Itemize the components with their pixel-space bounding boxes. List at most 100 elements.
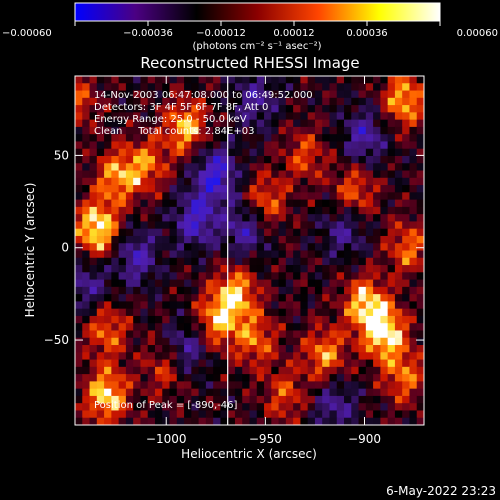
heatmap-cell	[409, 403, 418, 412]
heatmap-cell	[75, 126, 83, 135]
heatmap-cell	[147, 294, 156, 302]
heatmap-cell	[242, 301, 251, 310]
heatmap-cell	[278, 119, 287, 128]
heatmap-cell	[213, 308, 222, 317]
heatmap-cell	[198, 126, 207, 135]
heatmap-cell	[416, 105, 424, 113]
heatmap-cell	[169, 352, 178, 361]
heatmap-cell	[220, 119, 229, 128]
heatmap-cell	[234, 352, 243, 361]
heatmap-cell	[154, 214, 163, 223]
heatmap-cell	[213, 381, 222, 390]
heatmap-cell	[147, 330, 156, 339]
heatmap-cell	[373, 112, 381, 121]
heatmap-cell	[271, 272, 280, 281]
heatmap-cell	[402, 308, 411, 317]
heatmap-cell	[184, 206, 192, 215]
heatmap-cell	[336, 265, 345, 273]
heatmap-cell	[307, 286, 316, 295]
heatmap-cell	[336, 148, 345, 157]
heatmap-cell	[184, 235, 192, 244]
heatmap-cell	[176, 90, 185, 99]
peak-position-label: Position of Peak = [-890,-46]	[94, 400, 238, 411]
heatmap-cell	[271, 214, 280, 223]
heatmap-cell	[96, 206, 105, 215]
heatmap-cell	[344, 286, 352, 295]
heatmap-cell	[344, 381, 352, 390]
heatmap-cell	[162, 177, 171, 186]
heatmap-cell	[358, 192, 367, 201]
heatmap-cell	[213, 119, 222, 128]
heatmap-cell	[416, 417, 424, 425]
heatmap-cell	[176, 359, 185, 368]
heatmap-cell	[402, 214, 411, 223]
heatmap-cell	[75, 155, 83, 164]
heatmap-cell	[322, 141, 331, 150]
heatmap-cell	[314, 141, 323, 150]
heatmap-cell	[82, 155, 91, 164]
heatmap-cell	[394, 337, 403, 346]
heatmap-cell	[344, 170, 352, 179]
heatmap-cell	[154, 134, 163, 143]
heatmap-cell	[242, 395, 251, 404]
heatmap-cell	[75, 185, 83, 193]
heatmap-cell	[394, 228, 403, 237]
heatmap-cell	[307, 134, 316, 143]
heatmap-cell	[351, 235, 360, 244]
heatmap-cell	[125, 119, 134, 128]
heatmap-cell	[380, 265, 389, 273]
heatmap-cell	[256, 403, 265, 412]
heatmap-cell	[380, 315, 389, 324]
heatmap-cell	[147, 337, 156, 346]
heatmap-cell	[198, 148, 207, 157]
heatmap-cell	[380, 417, 389, 425]
heatmap-cell	[147, 76, 156, 84]
heatmap-cell	[256, 257, 265, 266]
heatmap-cell	[336, 301, 345, 310]
heatmap-cell	[314, 308, 323, 317]
heatmap-cell	[249, 410, 258, 419]
heatmap-cell	[242, 243, 251, 252]
heatmap-cell	[409, 148, 418, 157]
heatmap-cell	[169, 294, 178, 302]
heatmap-cell	[118, 119, 127, 128]
heatmap-cell	[162, 345, 171, 353]
heatmap-cell	[234, 257, 243, 266]
heatmap-cell	[234, 105, 243, 113]
heatmap-cell	[140, 221, 149, 230]
heatmap-cell	[118, 76, 127, 84]
heatmap-cell	[220, 141, 229, 150]
heatmap-cell	[387, 119, 396, 128]
heatmap-cell	[104, 192, 112, 201]
heatmap-cell	[365, 170, 374, 179]
heatmap-cell	[154, 294, 163, 302]
heatmap-cell	[162, 214, 171, 223]
heatmap-cell	[75, 403, 83, 412]
heatmap-cell	[133, 315, 142, 324]
heatmap-cell	[336, 228, 345, 237]
heatmap-cell	[358, 301, 367, 310]
heatmap-cell	[336, 206, 345, 215]
heatmap-cell	[351, 199, 360, 208]
heatmap-cell	[387, 243, 396, 252]
heatmap-cell	[234, 221, 243, 230]
heatmap-cell	[322, 395, 331, 404]
heatmap-cell	[111, 301, 120, 310]
heatmap-cell	[358, 272, 367, 281]
heatmap-cell	[184, 97, 192, 106]
heatmap-cell	[373, 294, 381, 302]
heatmap-cell	[329, 163, 338, 172]
heatmap-cell	[329, 148, 338, 157]
heatmap-cell	[220, 250, 229, 259]
heatmap-cell	[249, 323, 258, 332]
heatmap-cell	[169, 315, 178, 324]
heatmap-cell	[300, 112, 309, 121]
heatmap-cell	[285, 192, 294, 201]
heatmap-cell	[271, 359, 280, 368]
heatmap-cell	[147, 141, 156, 150]
heatmap-cell	[300, 374, 309, 382]
heatmap-cell	[344, 177, 352, 186]
heatmap-cell	[205, 228, 214, 237]
heatmap-cell	[118, 381, 127, 390]
heatmap-cell	[198, 330, 207, 339]
